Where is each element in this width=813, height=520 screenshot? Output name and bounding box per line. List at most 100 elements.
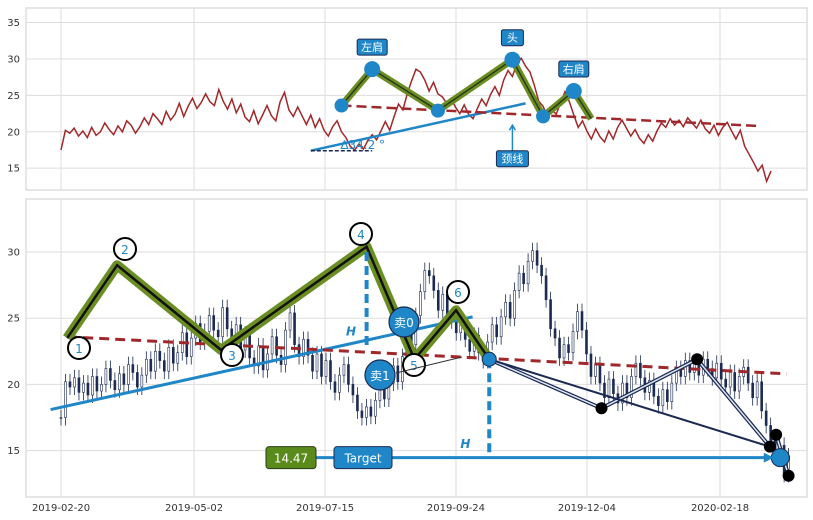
candle-body	[508, 302, 512, 319]
candle-body	[436, 290, 440, 311]
neckline-arrowhead	[508, 123, 517, 131]
candle-body	[59, 417, 63, 419]
candle-body	[221, 307, 224, 338]
candle-body	[185, 332, 189, 357]
candle-body	[499, 316, 503, 338]
candle-body	[136, 372, 139, 388]
candle-body	[207, 315, 211, 332]
candle-body	[468, 339, 472, 352]
candle-body	[288, 312, 292, 331]
candle-body	[95, 376, 99, 392]
candle-body	[454, 320, 458, 334]
candle-body	[154, 351, 157, 372]
wave-label: 4	[357, 228, 365, 242]
candle-body	[293, 312, 296, 345]
candle-body	[109, 368, 112, 381]
top-y-tick-label: 15	[7, 164, 20, 175]
pattern-node	[364, 61, 381, 78]
candle-body	[621, 382, 624, 404]
candle-body	[746, 366, 750, 384]
candle-body	[612, 378, 615, 394]
bottom-y-tick-label: 20	[7, 380, 20, 391]
sell1-label: 卖1	[370, 369, 390, 383]
candle-body	[73, 377, 76, 388]
candle-body	[167, 347, 171, 372]
projection-node	[770, 428, 783, 441]
wave-label-circle	[349, 222, 373, 246]
right-shoulder-label: 右肩	[563, 62, 585, 76]
candle-body	[549, 299, 552, 330]
candle-body	[625, 382, 629, 398]
target-label: Target	[343, 452, 381, 466]
candle-body	[760, 381, 763, 412]
candle-body	[118, 373, 121, 391]
candle-body	[369, 406, 373, 417]
candle-body	[576, 311, 579, 332]
candle-body	[630, 376, 633, 398]
candle-body	[724, 378, 728, 388]
candle-body	[360, 410, 364, 418]
candle-body	[585, 329, 588, 355]
x-tick-label: 2019-05-02	[165, 503, 223, 514]
candle-body	[427, 270, 431, 277]
bottom-panel-x-axis: 2019-02-20 2019-05-02 2019-07-15 2019-09-24…	[32, 503, 749, 514]
candle-body	[333, 381, 337, 393]
neckline-label-box	[495, 150, 529, 168]
candle-body	[342, 364, 346, 376]
pattern-node	[504, 51, 521, 68]
candle-body	[706, 358, 710, 369]
candle-body	[598, 364, 602, 384]
candle-body	[225, 307, 229, 330]
h-label-2: H	[460, 437, 470, 451]
wave-label-circle	[402, 353, 426, 377]
candle-body	[356, 394, 359, 412]
head-label-box	[500, 29, 524, 47]
candle-body	[688, 360, 692, 373]
sell0-label: 卖0	[394, 316, 414, 330]
candle-body	[82, 382, 85, 393]
candle-body	[176, 352, 180, 364]
candle-body	[163, 360, 166, 372]
candle-body	[365, 406, 368, 418]
candle-body	[158, 351, 162, 361]
x-tick-label: 2019-07-15	[296, 503, 354, 514]
candle-body	[634, 362, 638, 377]
head-label: 头	[507, 32, 518, 45]
top-y-tick-label: 20	[7, 127, 20, 138]
candle-body	[661, 389, 665, 406]
candle-body	[86, 382, 90, 396]
candle-body	[513, 290, 516, 319]
candle-body	[670, 382, 674, 402]
candle-body	[338, 374, 341, 393]
candle-body	[423, 270, 427, 293]
candle-body	[535, 250, 539, 266]
candle-body	[666, 389, 669, 402]
wave-label: 2	[121, 243, 129, 257]
candle-body	[607, 378, 611, 398]
angle-label: ∆34.2 °	[339, 138, 385, 152]
top-panel-grid	[26, 8, 807, 190]
bottom-panel-plot: H H 14.47 Target 1 2 3 4 5 6 卖0 卖1	[50, 222, 795, 483]
candle-body	[68, 381, 72, 388]
candle-body	[751, 382, 754, 398]
h-label-1: H	[346, 324, 356, 338]
projection-node	[763, 440, 776, 453]
sell1-badge	[364, 359, 396, 391]
breakout-node	[481, 351, 497, 367]
bottom-y-tick-label: 30	[7, 247, 20, 258]
candle-body	[145, 358, 148, 376]
wave-label-circle	[113, 237, 137, 261]
price-line	[60, 56, 772, 184]
candle-body	[347, 364, 350, 385]
candle-body	[603, 382, 606, 398]
candle-body	[122, 373, 126, 385]
candle-body	[558, 337, 561, 359]
candle-body	[189, 337, 193, 357]
candle-body	[257, 345, 260, 367]
candle-body	[737, 376, 741, 392]
candle-body	[320, 353, 323, 377]
candle-body	[594, 364, 597, 377]
target-price-box	[265, 446, 317, 470]
candle-body	[580, 311, 584, 331]
x-tick-label: 2019-12-04	[558, 503, 616, 514]
